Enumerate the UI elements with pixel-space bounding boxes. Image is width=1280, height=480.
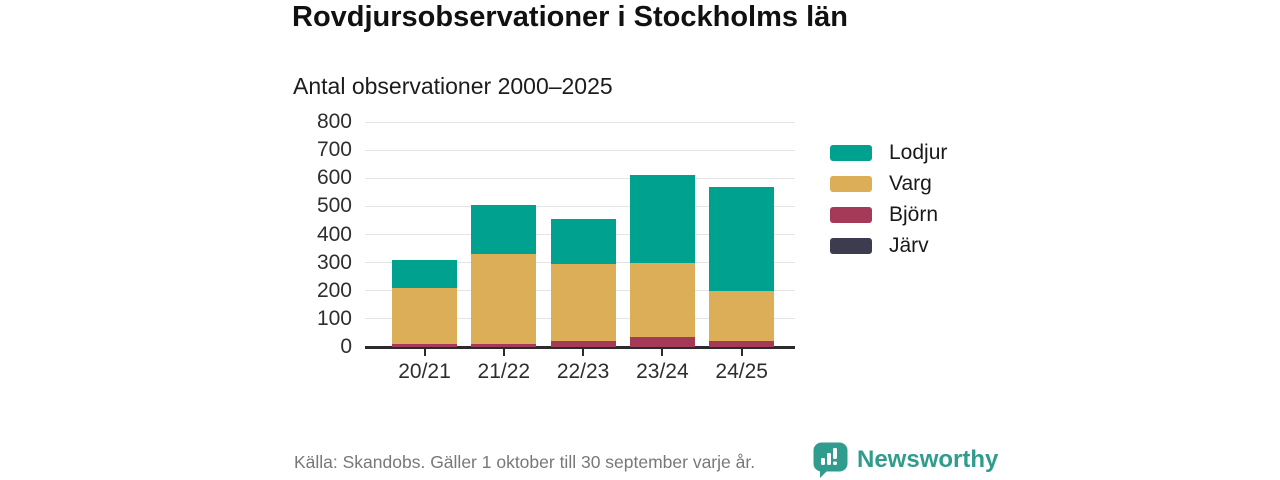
gridline-500 [365, 205, 795, 207]
bar-segment-bjorn-2425 [709, 341, 775, 347]
bar-segment-bjorn-2324 [629, 337, 695, 347]
newsworthy-logo-text: Newsworthy [857, 446, 999, 473]
bar-segment-lodjur-2223 [550, 219, 616, 265]
legend-swatch-bjorn [830, 206, 872, 223]
bar-segment-lodjur-2425 [709, 186, 775, 291]
bar-segment-varg-2324 [629, 262, 695, 338]
bar-segment-lodjur-2122 [471, 204, 537, 255]
x-tick-label-2021: 20/21 [398, 360, 451, 383]
x-tick-2122 [502, 349, 505, 356]
x-tick-2223 [582, 349, 585, 356]
legend-item-varg: Varg [830, 171, 947, 196]
chart-legend: Lodjur Varg Björn Järv [830, 140, 947, 264]
source-note: Källa: Skandobs. Gäller 1 oktober till 3… [294, 452, 756, 472]
stacked-bar-plot-area: 0 100 200 300 400 500 600 700 800 20/21 21/22 22/23… [317, 110, 795, 383]
x-tick-2324 [661, 349, 664, 356]
legend-swatch-lodjur [830, 144, 872, 161]
y-tick-label-800: 800 [316, 110, 352, 133]
x-axis-line [365, 346, 795, 349]
x-tick-label-2122: 21/22 [477, 360, 531, 383]
gridline-800 [365, 121, 795, 123]
x-tick-label-2324: 23/24 [636, 360, 689, 383]
bar-segment-varg-2122 [471, 254, 537, 345]
y-tick-label-200: 200 [316, 278, 352, 302]
newsworthy-logo-icon [813, 442, 848, 478]
bar-segment-bjorn-2223 [550, 341, 616, 347]
x-tick-2021 [423, 349, 426, 356]
y-tick-label-600: 600 [316, 166, 352, 190]
y-tick-label-100: 100 [316, 306, 352, 330]
newsworthy-logo: Newsworthy [812, 441, 998, 479]
bar-segment-bjorn-2122 [471, 344, 537, 347]
bar-segment-lodjur-2021 [392, 259, 457, 288]
legend-swatch-jarv [830, 237, 872, 254]
legend-item-lodjur: Lodjur [830, 140, 947, 165]
x-tick-label-2223: 22/23 [556, 360, 610, 383]
legend-swatch-varg [830, 175, 872, 192]
legend-label-varg: Varg [889, 171, 932, 195]
legend-item-jarv: Järv [830, 233, 947, 258]
bar-segment-bjorn-2021 [392, 344, 457, 347]
y-tick-label-500: 500 [316, 194, 352, 218]
bar-segment-lodjur-2324 [629, 175, 695, 263]
y-tick-label-300: 300 [316, 250, 352, 274]
x-tick-label-2425: 24/25 [715, 360, 768, 383]
chart-title: Rovdjursobservationer i Stockholms län [292, 1, 848, 33]
bar-segment-varg-2223 [550, 264, 616, 342]
legend-item-bjorn: Björn [830, 202, 947, 227]
y-tick-label-0: 0 [340, 335, 352, 358]
y-tick-label-400: 400 [316, 222, 352, 246]
legend-label-lodjur: Lodjur [889, 140, 948, 164]
bar-segment-varg-2021 [392, 287, 457, 345]
legend-label-jarv: Järv [889, 233, 929, 257]
y-tick-label-700: 700 [316, 138, 352, 162]
x-tick-2425 [740, 349, 743, 356]
gridline-700 [365, 149, 795, 151]
bar-segment-varg-2425 [709, 290, 775, 342]
legend-label-bjorn: Björn [889, 202, 939, 226]
chart-subtitle: Antal observationer 2000–2025 [293, 73, 613, 99]
gridline-600 [365, 177, 795, 179]
